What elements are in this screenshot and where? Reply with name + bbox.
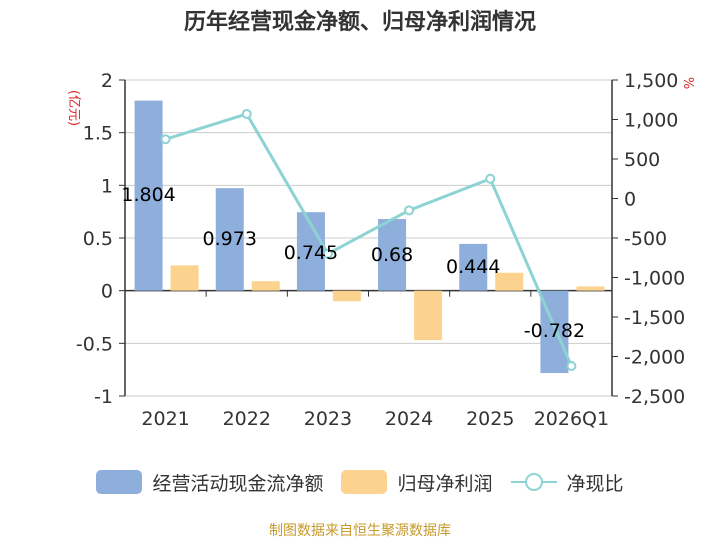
chart-title: 历年经营现金净额、归母净利润情况 bbox=[183, 10, 536, 35]
right-tick-label: -1,000 bbox=[624, 268, 685, 290]
right-axis-unit: % bbox=[680, 77, 695, 89]
source-note: 制图数据来自恒生聚源数据库 bbox=[269, 523, 451, 539]
right-tick-label: 1,500 bbox=[624, 70, 678, 92]
left-tick-label: 0 bbox=[101, 281, 113, 303]
bar-net-profit bbox=[414, 290, 443, 341]
point-cash-ratio bbox=[404, 205, 415, 216]
chart-plot: 2 1.5 1 0.5 0 -0.5 -1 1,500 1,000 500 0 -500 -1,000 -… bbox=[66, 70, 695, 430]
legend-label-cashflow: 经营活动现金流净额 bbox=[152, 472, 324, 495]
bar-net-profit bbox=[576, 286, 605, 291]
data-label-cashflow: 1.804 bbox=[121, 184, 175, 206]
left-tick-label: 1 bbox=[101, 175, 113, 197]
bar-cashflow bbox=[459, 243, 488, 291]
right-tick-label: 0 bbox=[624, 189, 636, 211]
left-tick-label: -1 bbox=[94, 386, 113, 408]
legend-label-cash-ratio: 净现比 bbox=[566, 472, 624, 495]
point-cash-ratio bbox=[160, 134, 171, 145]
bar-net-profit bbox=[332, 290, 361, 302]
legend-swatch-cashflow bbox=[96, 470, 143, 494]
bar-net-profit bbox=[170, 265, 199, 291]
x-tick-label: 2026Q1 bbox=[534, 408, 609, 430]
x-tick-label: 2025 bbox=[466, 408, 514, 430]
line-cash-ratio bbox=[165, 112, 573, 367]
x-tick-label: 2023 bbox=[304, 408, 352, 430]
legend-label-net-profit: 归母净利润 bbox=[397, 472, 493, 495]
left-axis-unit: (亿元) bbox=[66, 90, 81, 126]
x-tick-label: 2024 bbox=[385, 408, 433, 430]
bar-net-profit bbox=[495, 272, 524, 291]
data-label-cashflow: 0.745 bbox=[284, 242, 338, 264]
point-cash-ratio bbox=[241, 108, 252, 119]
legend-swatch-cash-ratio bbox=[510, 470, 557, 494]
bar-cashflow bbox=[215, 188, 244, 291]
right-tick-label: -2,000 bbox=[624, 347, 685, 369]
x-tick-label: 2022 bbox=[223, 408, 271, 430]
left-tick-label: 0.5 bbox=[83, 228, 113, 250]
legend-item-net-profit[interactable]: 归母净利润 bbox=[341, 469, 493, 496]
bar-cashflow bbox=[134, 100, 163, 291]
point-cash-ratio bbox=[566, 360, 577, 371]
legend: 经营活动现金流净额 归母净利润 净现比 bbox=[0, 462, 720, 502]
right-tick-label: -500 bbox=[624, 228, 667, 250]
left-tick-label: 1.5 bbox=[83, 123, 113, 145]
data-label-cashflow: 0.444 bbox=[446, 256, 500, 278]
x-tick-label: 2021 bbox=[141, 408, 189, 430]
legend-swatch-net-profit bbox=[341, 470, 388, 494]
data-label-cashflow: 0.68 bbox=[371, 244, 413, 266]
data-label-cashflow: -0.782 bbox=[524, 320, 585, 342]
left-tick-label: 2 bbox=[101, 70, 113, 92]
right-tick-label: 500 bbox=[624, 149, 660, 171]
legend-item-cashflow[interactable]: 经营活动现金流净额 bbox=[96, 469, 323, 496]
point-cash-ratio bbox=[485, 173, 496, 184]
legend-item-cash-ratio[interactable]: 净现比 bbox=[510, 469, 624, 496]
point-cash-ratio bbox=[322, 248, 333, 259]
right-tick-label: -2,500 bbox=[624, 386, 685, 408]
right-tick-label: 1,000 bbox=[624, 110, 678, 132]
right-tick-label: -1,500 bbox=[624, 307, 685, 329]
bar-cashflow bbox=[378, 219, 407, 291]
bar-net-profit bbox=[251, 281, 280, 291]
left-tick-label: -0.5 bbox=[76, 333, 113, 355]
data-label-cashflow: 0.973 bbox=[203, 228, 257, 250]
